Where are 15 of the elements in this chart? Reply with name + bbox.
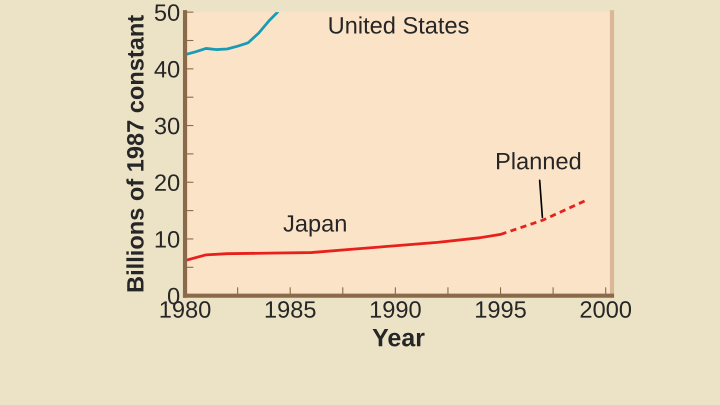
x-tick-label: 2000 [580, 301, 632, 318]
x-tick-label: 1985 [266, 301, 316, 318]
x-tick-label: 1995 [476, 301, 526, 318]
y-tick-label: 20 [155, 174, 180, 192]
y-tick-label: 10 [156, 231, 180, 248]
x-tick-label: 1990 [370, 301, 421, 318]
series-label: Japan [283, 215, 346, 236]
line-series [185, 12, 279, 56]
text: United States [329, 16, 469, 34]
y-tick-label: 50 [154, 4, 180, 21]
y-tick-label: 30 [154, 118, 180, 134]
x-axis-title: Year [372, 328, 425, 346]
annotation: Planned [497, 152, 580, 170]
y-tick-label: 40 [154, 60, 180, 78]
y-axis-title: Billions of 1987 constant [126, 15, 144, 292]
